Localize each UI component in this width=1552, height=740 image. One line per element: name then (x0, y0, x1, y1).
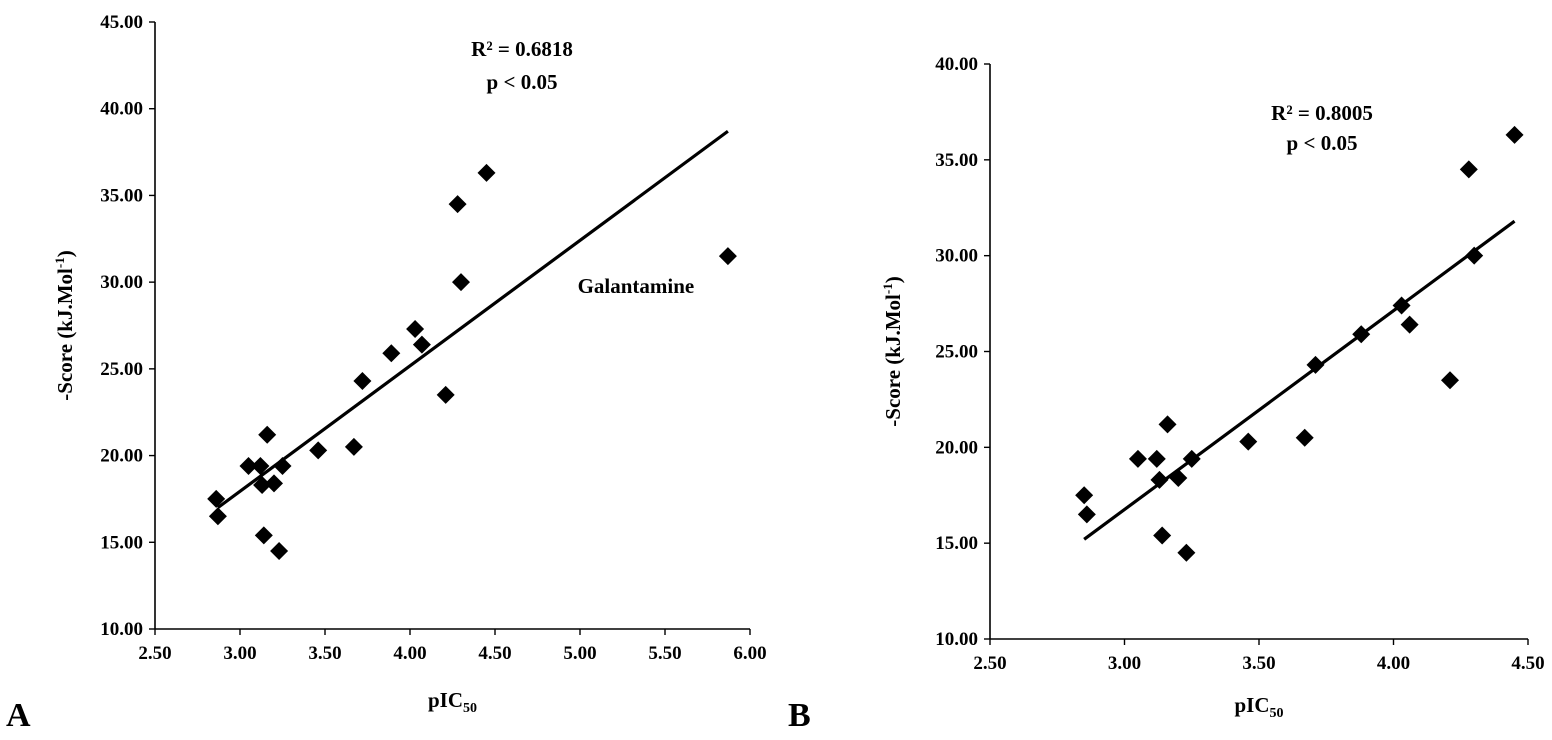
data-point (353, 371, 372, 390)
y-axis-title-end: ) (881, 276, 905, 283)
x-tick-label: 3.00 (223, 643, 256, 664)
x-axis-title-subscript: 50 (1270, 706, 1284, 721)
y-axis-title-main: -Score (kJ.Mol (881, 294, 905, 427)
x-tick-label: 5.00 (563, 643, 596, 664)
x-tick-label: 6.00 (733, 643, 766, 664)
y-tick-label: 20.00 (100, 446, 143, 467)
y-tick-label: 20.00 (935, 437, 978, 458)
y-tick-label: 15.00 (935, 533, 978, 554)
data-point (1169, 469, 1188, 487)
x-axis-title-main: pIC (428, 688, 463, 712)
y-tick-label: 40.00 (935, 54, 978, 75)
data-point (382, 344, 401, 363)
data-point (1239, 432, 1258, 451)
y-tick-label: 35.00 (935, 150, 978, 171)
x-tick-label: 3.00 (1108, 653, 1141, 674)
data-point (1465, 246, 1484, 265)
x-tick-label: 4.50 (478, 643, 511, 664)
data-point (273, 456, 292, 475)
trendline (1083, 219, 1516, 541)
y-axis-title: -Score (kJ.Mol-1) (880, 276, 905, 426)
data-point (1158, 415, 1177, 434)
data-point (436, 385, 455, 404)
x-tick-label: 3.50 (308, 643, 341, 664)
x-tick-label: 2.50 (973, 653, 1006, 674)
y-axis-title-main: -Score (kJ.Mol (53, 268, 77, 401)
data-point (1459, 160, 1478, 179)
data-point (1177, 543, 1196, 562)
data-point (1505, 125, 1524, 144)
x-tick-label: 4.00 (1377, 653, 1410, 674)
data-point (270, 541, 289, 560)
data-point (1153, 526, 1172, 545)
y-tick-label: 35.00 (100, 185, 143, 206)
data-point (448, 195, 467, 214)
data-point (1150, 470, 1169, 489)
y-tick-label: 25.00 (935, 342, 978, 363)
y-tick-label: 40.00 (100, 99, 143, 120)
y-tick-label: 10.00 (935, 629, 978, 650)
data-point (251, 456, 270, 475)
y-tick-label: 30.00 (100, 272, 143, 293)
data-point (254, 526, 273, 545)
x-tick-label: 3.50 (1242, 653, 1275, 674)
y-axis-title-superscript: -1 (52, 257, 67, 268)
data-point (309, 441, 328, 460)
data-point (1392, 296, 1411, 315)
data-point (1306, 355, 1325, 374)
data-point (412, 335, 431, 354)
y-axis-title: -Score (kJ.Mol-1) (52, 250, 77, 400)
point-label: Galantamine (578, 274, 695, 298)
y-tick-label: 30.00 (935, 246, 978, 267)
y-tick-label: 25.00 (100, 359, 143, 380)
y-tick-label: 15.00 (100, 532, 143, 553)
data-point (1440, 371, 1459, 390)
x-tick-label: 5.50 (648, 643, 681, 664)
x-axis-title: pIC50 (1234, 693, 1283, 721)
data-point (208, 507, 227, 526)
x-tick-label: 2.50 (138, 643, 171, 664)
x-axis-title: pIC50 (428, 688, 477, 716)
data-point (239, 456, 258, 475)
data-point (1182, 449, 1201, 468)
trendline (216, 129, 729, 509)
x-tick-label: 4.00 (393, 643, 426, 664)
data-point (718, 247, 737, 266)
data-point (207, 489, 226, 508)
panel-letter: A (6, 697, 31, 734)
data-point (1400, 315, 1419, 334)
data-point (265, 474, 283, 493)
data-point (1128, 449, 1147, 468)
chart-panel-a: 10.00 15.00 20.00 25.00 30.00 35.00 40.00 45.00… (6, 12, 767, 734)
panel-letter: B (788, 697, 811, 734)
r-squared-annotation: R² = 0.8005 (1271, 101, 1373, 125)
data-point (1077, 505, 1096, 524)
data-point (1075, 486, 1094, 505)
data-point (253, 476, 272, 495)
data-point (1352, 325, 1371, 344)
x-axis-title-main: pIC (1234, 693, 1269, 717)
data-point (477, 163, 496, 182)
x-axis-title-subscript: 50 (463, 701, 477, 716)
y-axis-title-superscript: -1 (880, 283, 895, 294)
data-point (406, 319, 425, 338)
chart-panel-b: 10.00 15.00 20.00 25.00 30.00 35.00 40.00 2.50 3… (788, 54, 1545, 734)
y-tick-label: 10.00 (100, 619, 143, 640)
y-axis-title-end: ) (53, 250, 77, 257)
r-squared-annotation: R² = 0.6818 (471, 37, 573, 61)
data-point (344, 437, 363, 456)
data-point (258, 425, 277, 444)
y-tick-label: 45.00 (100, 12, 143, 33)
data-point (1147, 449, 1166, 468)
p-value-annotation: p < 0.05 (487, 70, 558, 94)
x-tick-label: 4.50 (1511, 653, 1544, 674)
data-point (452, 273, 470, 292)
p-value-annotation: p < 0.05 (1287, 131, 1358, 155)
data-point (1295, 428, 1314, 447)
